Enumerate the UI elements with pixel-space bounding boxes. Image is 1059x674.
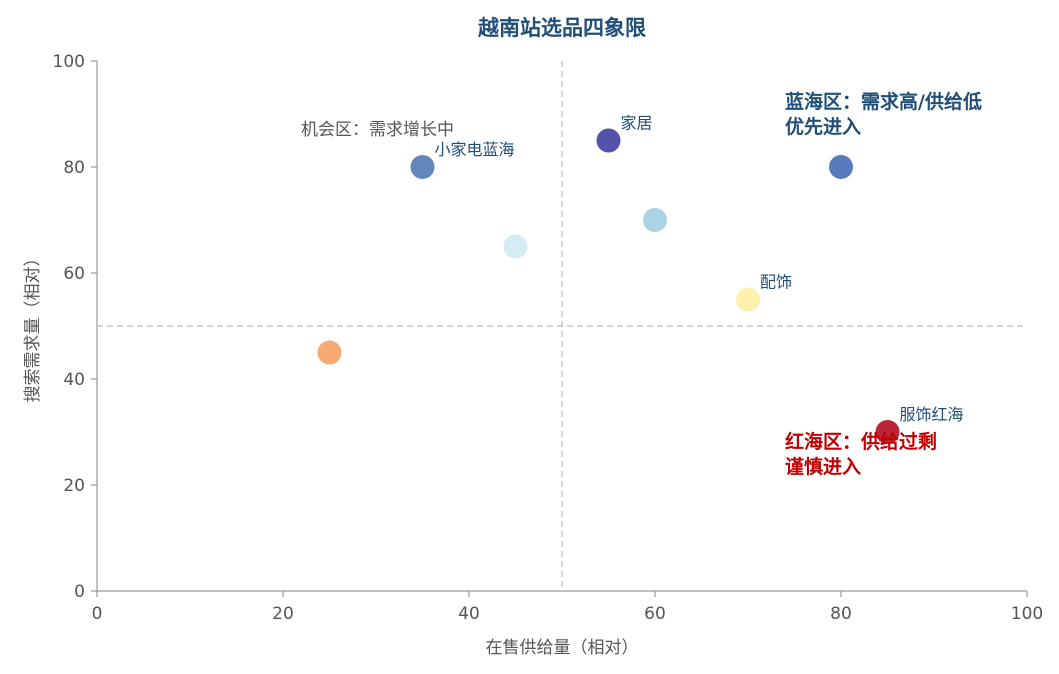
- y-tick-label: 20: [63, 476, 85, 496]
- x-tick-label: 100: [1011, 604, 1043, 624]
- chart-title: 越南站选品四象限: [477, 16, 646, 40]
- point-label: 小家电蓝海: [435, 140, 515, 159]
- blue-ocean-annotation-line1: 蓝海区：需求高/供给低: [785, 90, 982, 113]
- y-tick-label: 0: [74, 582, 85, 602]
- data-point: [736, 287, 760, 312]
- y-axis-title: 搜索需求量（相对）: [23, 250, 43, 403]
- data-point: [503, 234, 528, 259]
- red-ocean-annotation-line1: 红海区：供给过剩: [785, 430, 937, 453]
- red-ocean-annotation-line2: 谨慎进入: [785, 455, 861, 478]
- data-point: [317, 340, 342, 365]
- point-label: 配饰: [760, 273, 792, 292]
- x-axis-title: 在售供给量（相对）: [486, 638, 639, 658]
- x-tick-label: 0: [92, 604, 103, 624]
- data-point: [596, 128, 621, 153]
- x-tick-label: 40: [458, 604, 480, 624]
- blue-ocean-annotation-line2: 优先进入: [785, 115, 861, 138]
- data-point: [829, 155, 853, 179]
- y-tick-label: 100: [53, 52, 85, 72]
- axes: 0 20 40 60 80 100 0 20 40 60 80 100: [53, 52, 1044, 624]
- point-label: 服饰红海: [900, 405, 964, 424]
- y-tick-label: 80: [63, 158, 85, 178]
- x-tick-label: 20: [272, 604, 294, 624]
- data-points: [317, 128, 900, 444]
- reference-lines: [97, 61, 1027, 591]
- x-tick-label: 80: [830, 604, 852, 624]
- data-point: [643, 208, 667, 232]
- y-tick-label: 40: [63, 370, 85, 390]
- point-label: 家居: [621, 114, 653, 133]
- data-point: [875, 420, 900, 444]
- x-tick-label: 60: [644, 604, 666, 624]
- y-tick-label: 60: [63, 264, 85, 284]
- data-point: [410, 155, 435, 179]
- opportunity-annotation-line1: 机会区：需求增长中: [301, 120, 454, 140]
